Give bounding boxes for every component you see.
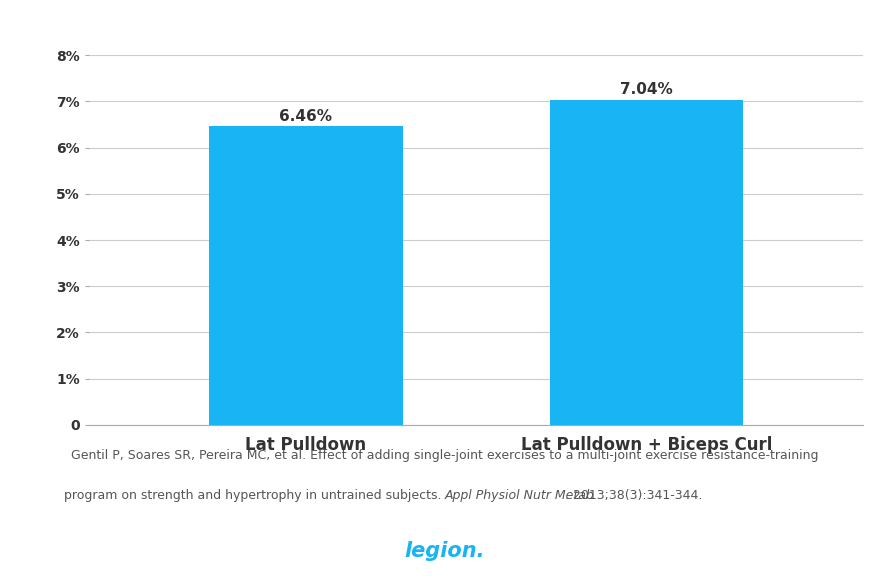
Text: program on strength and hypertrophy in untrained subjects.: program on strength and hypertrophy in u… xyxy=(63,489,445,502)
Text: Changes in Biceps Thickness: Lat Pulldown vs. Lat Pulldown + Biceps Curl: Changes in Biceps Thickness: Lat Pulldow… xyxy=(71,19,819,37)
Text: Gentil P, Soares SR, Pereira MC, et al. Effect of adding single-joint exercises : Gentil P, Soares SR, Pereira MC, et al. … xyxy=(71,449,819,463)
Text: Appl Physiol Nutr Metab: Appl Physiol Nutr Metab xyxy=(445,489,595,502)
Text: 7.04%: 7.04% xyxy=(620,82,673,97)
Bar xyxy=(209,126,402,425)
Text: legion.: legion. xyxy=(405,541,485,562)
Bar xyxy=(550,100,743,425)
Text: . 2013;38(3):341-344.: . 2013;38(3):341-344. xyxy=(564,489,702,502)
Text: 6.46%: 6.46% xyxy=(279,109,332,123)
